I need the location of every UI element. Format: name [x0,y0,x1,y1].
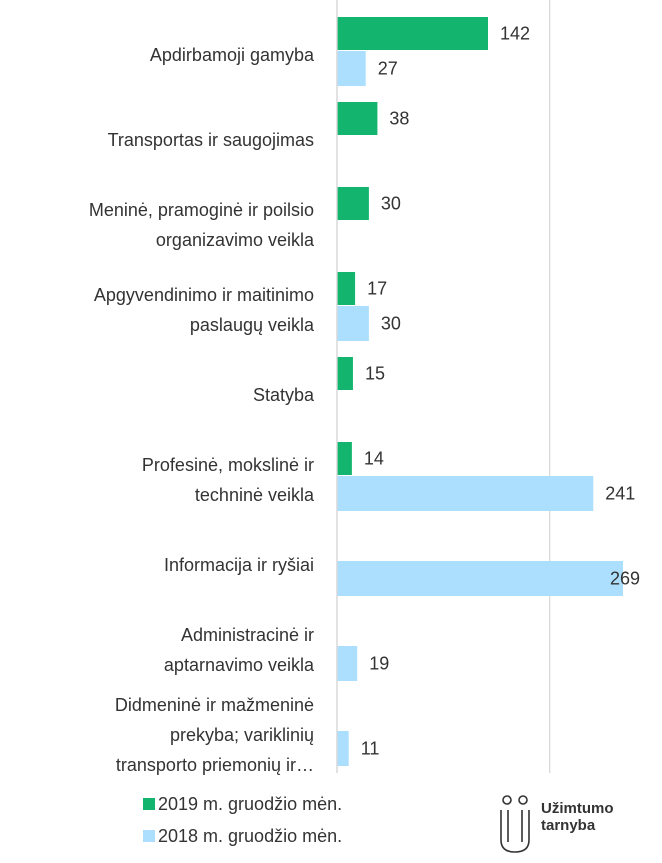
logo-text: Užimtumo [541,800,614,817]
legend-label: 2019 m. gruodžio mėn. [158,794,342,814]
value-label: 17 [367,278,387,298]
category-label: Administracinė ir aptarnavimo veikla [163,625,314,675]
legend-swatch [143,830,155,842]
bar [337,561,624,596]
bar [337,272,356,305]
category-label: Didmeninė ir mažmeninė prekyba; variklin… [114,695,314,775]
legend-label: 2018 m. gruodžio mėn. [158,826,342,846]
value-label: 241 [605,483,635,503]
bar [337,357,353,390]
value-label: 30 [381,193,401,213]
logo-text: tarnyba [541,817,596,834]
bar [337,51,366,86]
value-label: 27 [378,58,398,78]
value-label: 38 [389,108,409,128]
logo: Užimtumo tarnyba [500,795,614,853]
category-label: Transportas ir saugojimas [107,130,314,150]
category-label: Apdirbamoji gamyba [149,45,314,65]
category-label: Meninė, pramoginė ir poilsio organizavim… [88,200,314,250]
logo-icon [518,795,528,805]
bar [337,187,369,220]
bar [337,476,594,511]
bar [337,306,369,341]
logo-icon [500,810,530,853]
bar [337,646,358,681]
value-label: 30 [381,313,401,333]
value-label: 15 [365,363,385,383]
category-label: Apgyvendinimo ir maitinimo paslaugų veik… [93,285,314,335]
value-label: 142 [500,23,530,43]
bar [337,102,378,135]
value-label: 19 [369,653,389,673]
category-label: Informacija ir ryšiai [163,555,314,575]
value-label: 11 [361,738,380,758]
logo-icon [502,795,512,805]
bar [337,731,349,766]
value-label: 14 [364,448,384,468]
bar [337,442,352,475]
legend-swatch [143,798,155,810]
category-label: Statyba [252,385,314,405]
category-label: Profesinė, mokslinė ir techninė veikla [141,455,314,505]
value-label: 269 [610,568,640,588]
bar [337,17,488,50]
